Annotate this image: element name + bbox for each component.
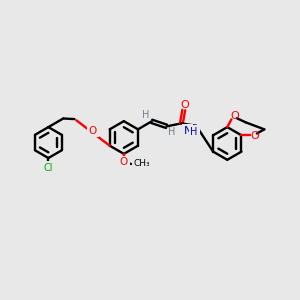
Text: O: O xyxy=(250,131,259,141)
Text: O: O xyxy=(89,126,97,136)
Text: H: H xyxy=(142,110,149,120)
Text: H: H xyxy=(168,127,175,137)
Text: Cl: Cl xyxy=(44,163,53,173)
Text: N: N xyxy=(184,125,192,136)
Text: O: O xyxy=(230,110,239,121)
Text: O: O xyxy=(120,157,128,167)
Text: CH₃: CH₃ xyxy=(134,159,150,168)
Text: H: H xyxy=(190,127,198,137)
Text: O: O xyxy=(180,100,189,110)
